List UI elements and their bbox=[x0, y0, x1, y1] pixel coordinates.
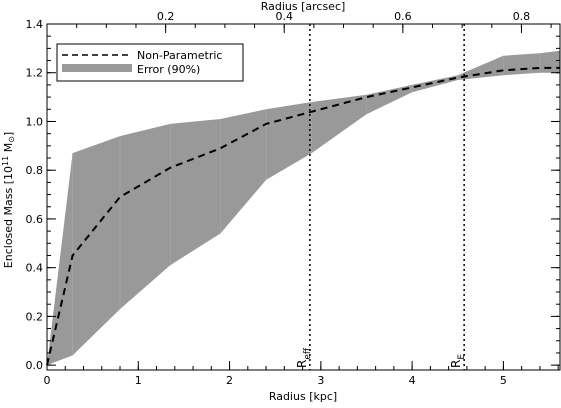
y-tick-label: 1.4 bbox=[26, 18, 44, 31]
x-axis-title-bottom: Radius [kpc] bbox=[269, 390, 337, 403]
legend-box bbox=[56, 43, 244, 82]
y-tick-label: 0.2 bbox=[26, 310, 44, 323]
error-band-layer bbox=[47, 50, 560, 366]
y-tick-label: 0.6 bbox=[26, 213, 44, 226]
reference-label-text: RE bbox=[449, 354, 467, 368]
y-tick-label: 0.0 bbox=[26, 359, 44, 372]
top-x-tick-label: 0.6 bbox=[394, 10, 412, 23]
y-tick-label: 0.8 bbox=[26, 164, 44, 177]
axes: 0 1 2 3 4 5 0.2 0.4 0.6 0.8 0.0 0.2 0.4 0.6 0.8 1.0 1.2 1… bbox=[26, 10, 561, 387]
legend-label-non-parametric: Non-Parametric bbox=[137, 49, 222, 62]
y-tick-label: 0.4 bbox=[26, 262, 44, 275]
x-tick-label: 3 bbox=[317, 374, 324, 387]
x-tick-label: 0 bbox=[44, 374, 51, 387]
reference-label-e: RE bbox=[449, 354, 467, 368]
series-line-non-parametric bbox=[46, 66, 560, 366]
x-tick-label: 4 bbox=[409, 374, 416, 387]
x-tick-label: 1 bbox=[135, 374, 142, 387]
top-x-tick-label: 0.4 bbox=[275, 10, 293, 23]
legend-label-error: Error (90%) bbox=[137, 63, 200, 76]
x-tick-label: 5 bbox=[500, 374, 507, 387]
legend: Non-Parametric Error (90%) bbox=[56, 43, 244, 82]
series-layer bbox=[46, 66, 560, 366]
reference-lines: Reff RE bbox=[295, 24, 467, 370]
y-tick-label: 1.0 bbox=[26, 115, 44, 128]
x-axis-title-top: Radius [arcsec] bbox=[261, 0, 346, 13]
legend-swatch-band bbox=[62, 64, 132, 72]
y-tick-label: 1.2 bbox=[26, 67, 44, 80]
top-x-tick-label: 0.2 bbox=[157, 10, 175, 23]
x-tick-label: 2 bbox=[226, 374, 233, 387]
plot-frame bbox=[46, 23, 561, 371]
error-band bbox=[47, 50, 560, 366]
reference-label-eff: Reff bbox=[295, 347, 313, 368]
y-axis-title: Enclosed Mass [1011 M⊙] bbox=[1, 132, 16, 268]
top-x-tick-label: 0.8 bbox=[513, 10, 531, 23]
reference-label-text: Reff bbox=[295, 347, 313, 368]
